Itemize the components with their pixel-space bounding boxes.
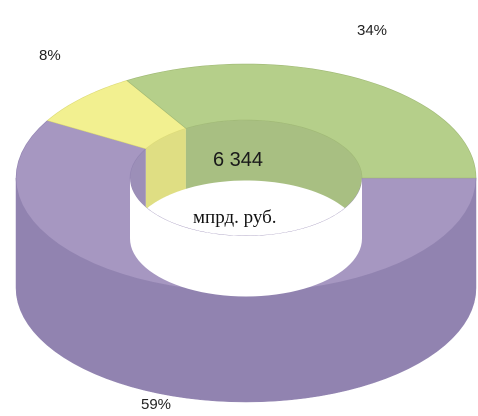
donut-hole [130, 178, 362, 297]
center-unit-label: мпрд. руб. [193, 207, 277, 228]
slice-yellow-inner-wall [145, 128, 186, 210]
slice-label-purple: 59% [141, 396, 172, 413]
slice-green-inner-wall [185, 120, 362, 239]
center-total-value: 6 344 [213, 149, 264, 171]
slice-label-yellow: 8% [39, 47, 61, 64]
slice-label-green: 34% [357, 22, 388, 39]
